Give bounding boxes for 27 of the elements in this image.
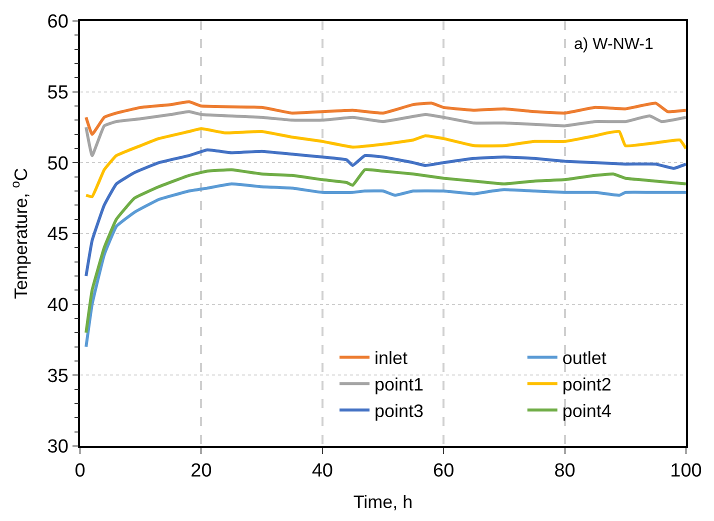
line-series <box>84 100 686 136</box>
x-tick-label: 80 <box>554 460 576 482</box>
line-series <box>84 110 686 158</box>
legend-label: outlet <box>562 348 606 368</box>
legend-label: point1 <box>374 374 424 395</box>
y-tick-label: 30 <box>47 436 68 458</box>
line-series <box>84 148 686 278</box>
y-tick-label: 35 <box>47 366 68 387</box>
y-tick-label: 60 <box>47 12 68 33</box>
x-tick-label: 0 <box>74 460 86 482</box>
y-tick-label: 40 <box>47 294 68 316</box>
x-axis-title: Time, h <box>353 492 413 512</box>
y-tick-label: 50 <box>47 153 68 174</box>
line-series <box>84 127 686 198</box>
legend-label: point2 <box>562 374 612 395</box>
annotation: a) W-NW-1 <box>574 36 654 53</box>
legend-label: inlet <box>374 348 408 368</box>
x-tick-label: 40 <box>312 460 333 482</box>
line-series <box>84 182 686 348</box>
y-tick-label: 45 <box>47 224 68 246</box>
x-tick-label: 20 <box>190 460 212 482</box>
legend-label: point3 <box>374 401 424 422</box>
x-tick-label: 100 <box>670 460 702 482</box>
line-series <box>84 168 686 334</box>
y-tick-label: 55 <box>47 82 68 104</box>
x-tick-label: 60 <box>433 460 454 482</box>
legend-label: point4 <box>562 401 612 422</box>
